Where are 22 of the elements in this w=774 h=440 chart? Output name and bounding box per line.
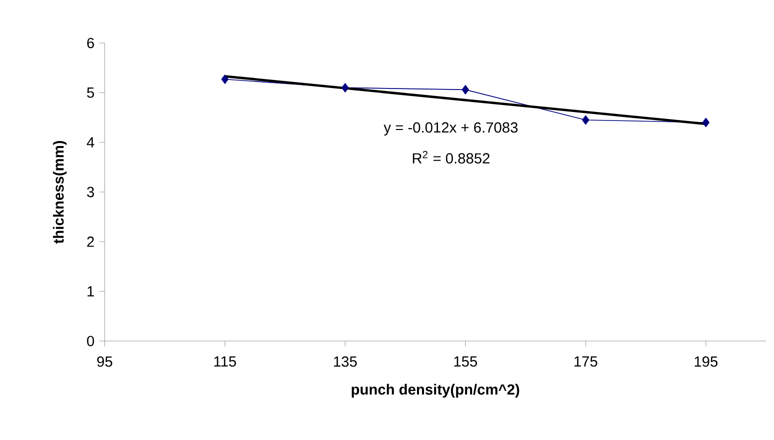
point <box>221 74 229 84</box>
point <box>462 85 469 94</box>
x-tick-label: 135 <box>334 356 357 367</box>
y-tick-label: 6 <box>87 38 94 48</box>
annotation: y = -0.012x + 6.7083 <box>384 122 518 136</box>
y-tick-label: 1 <box>88 286 94 296</box>
y-axis-title: thickness(mm) <box>52 140 67 244</box>
y-tick-label: 0 <box>87 336 94 346</box>
point <box>342 83 349 92</box>
x-tick-label: 115 <box>214 356 236 367</box>
point <box>582 115 590 125</box>
y-tick-label: 4 <box>86 137 94 148</box>
point <box>702 118 710 128</box>
x-tick-label: 155 <box>454 356 477 367</box>
x-tick-label: 175 <box>574 356 598 367</box>
x-tick-label: 195 <box>694 356 718 367</box>
x-axis-title: punch density(pn/cm^2) <box>352 384 520 398</box>
y-tick-label: 5 <box>87 88 94 98</box>
x-tick-label: 95 <box>97 356 112 367</box>
y-tick-label: 3 <box>87 186 94 198</box>
annotation: R$^{2}$ = 0.8852 <box>412 150 490 164</box>
y-tick-label: 2 <box>87 236 94 247</box>
